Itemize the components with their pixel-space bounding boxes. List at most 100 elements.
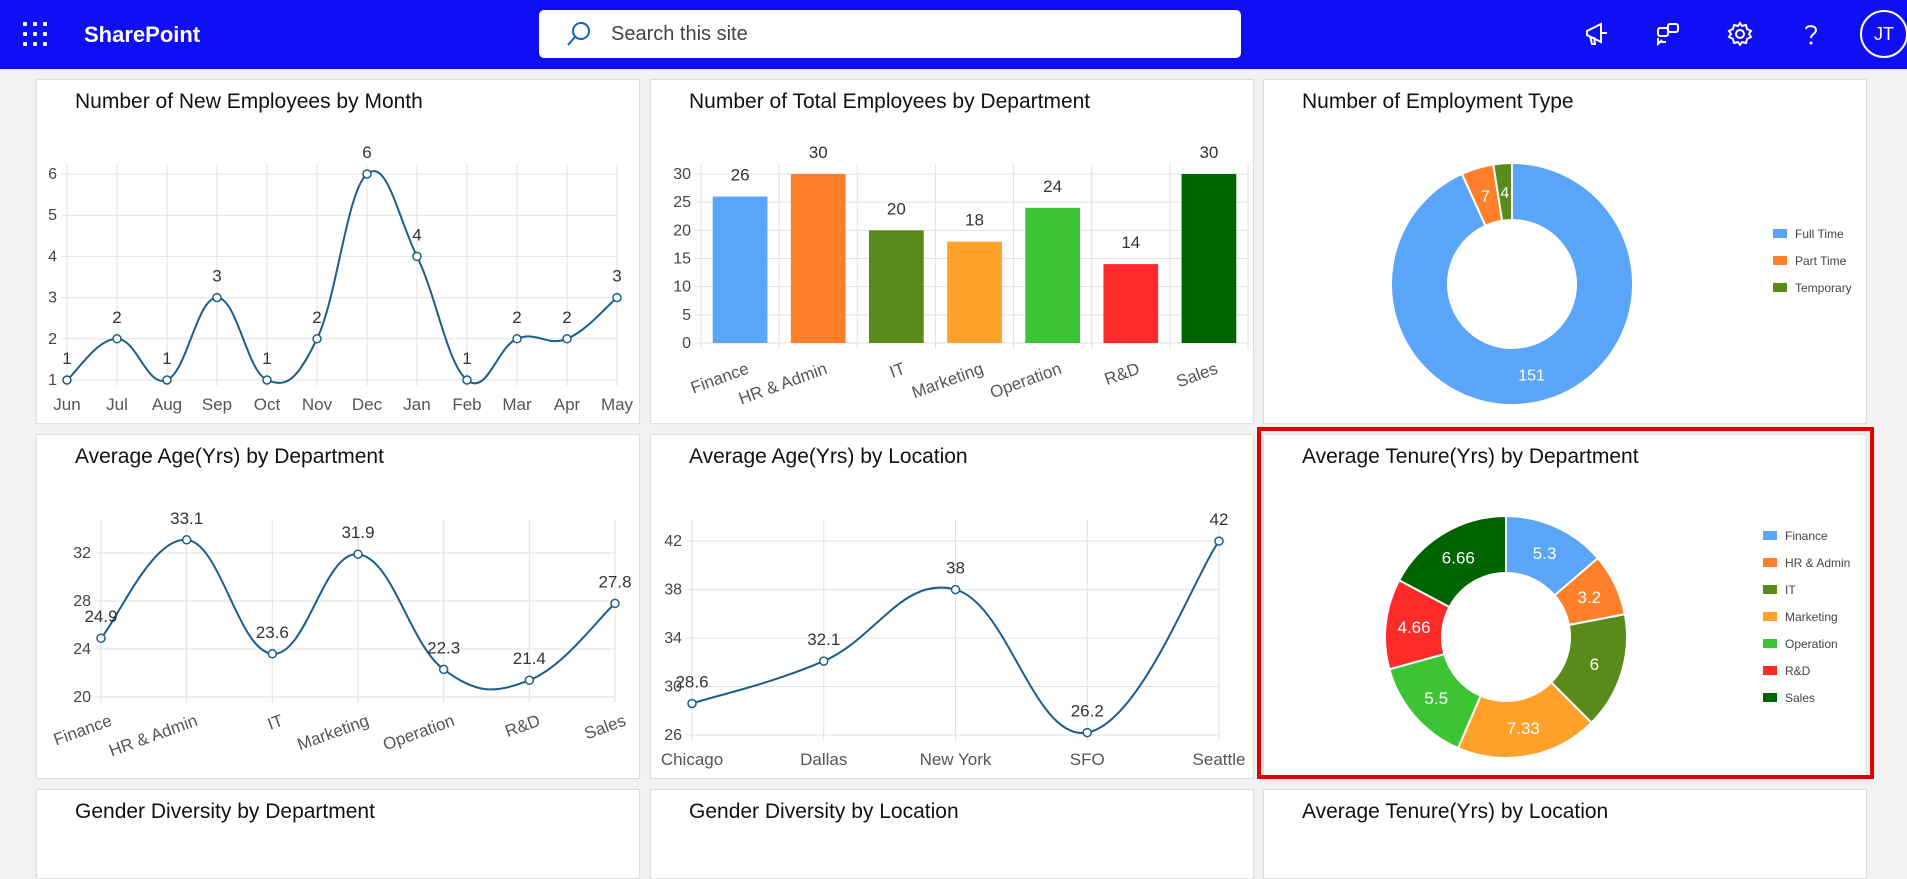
x-tick-label: Jul (106, 395, 128, 414)
x-tick-label: Sales (582, 711, 628, 743)
feedback-icon[interactable] (1651, 17, 1685, 51)
legend-label: Temporary (1795, 281, 1852, 295)
data-point (212, 292, 222, 303)
card-title: Average Tenure(Yrs) by Location (1302, 800, 1609, 823)
y-tick-label: 38 (664, 582, 682, 599)
x-tick-label: Sales (1174, 359, 1220, 391)
donut-slice (1397, 514, 1507, 609)
x-tick-label: R&D (502, 711, 542, 741)
data-label: 1 (462, 349, 471, 368)
data-label: 1 (62, 349, 71, 368)
legend-label: Full Time (1795, 227, 1844, 241)
slice-label: 6.66 (1442, 549, 1475, 568)
x-tick-label: Mar (502, 395, 532, 414)
x-tick-label: Apr (554, 395, 581, 414)
x-tick-label: Chicago (661, 750, 723, 769)
y-tick-label: 6 (48, 166, 57, 183)
y-tick-label: 2 (48, 331, 57, 348)
card-employment-type: Number of Employment Type 151 7 4 Full Time… (1263, 79, 1867, 424)
employment-type-donut-chart: 151 7 4 Full Time Part Time Temporary (1390, 161, 1852, 406)
legend-swatch (1763, 666, 1777, 675)
x-tick-label: Sep (202, 395, 232, 414)
legend-swatch (1773, 256, 1787, 265)
app-launcher-icon[interactable] (23, 22, 47, 46)
search-icon (567, 22, 590, 46)
card-total-employees-by-department: Number of Total Employees by Department … (650, 79, 1254, 424)
card-title: Number of New Employees by Month (75, 90, 423, 113)
card-title: Average Age(Yrs) by Location (689, 445, 968, 468)
card-title: Gender Diversity by Department (75, 800, 375, 823)
data-point (312, 334, 322, 344)
data-label: 30 (1199, 143, 1218, 162)
legend-label: Sales (1785, 691, 1815, 705)
data-label: 14 (1121, 233, 1140, 252)
slice-label: 6 (1590, 655, 1599, 674)
legend-swatch (1763, 612, 1777, 621)
data-point (610, 598, 620, 609)
help-icon[interactable] (1794, 17, 1828, 51)
search-box[interactable]: Search this site (539, 10, 1241, 58)
card-title: Number of Total Employees by Department (689, 90, 1091, 113)
x-tick-label: Aug (152, 395, 182, 414)
data-label: 4 (412, 225, 421, 244)
data-point (353, 549, 363, 559)
legend-label: Marketing (1785, 610, 1838, 624)
x-tick-label: Seattle (1193, 750, 1246, 769)
data-point (438, 664, 449, 675)
gear-icon[interactable] (1723, 17, 1757, 51)
card-tenure-by-location: Average Tenure(Yrs) by Location (1263, 789, 1867, 879)
x-tick-label: HR & Admin (736, 359, 830, 409)
slice-label: 5.5 (1424, 689, 1448, 708)
selection-highlight (1257, 427, 1874, 779)
data-point (162, 375, 172, 385)
data-point (1214, 536, 1224, 546)
card-title: Average Tenure(Yrs) by Department (1302, 445, 1639, 468)
data-label: 42 (1210, 510, 1229, 529)
data-label: 20 (887, 199, 906, 218)
donut-slice (1492, 161, 1513, 222)
card-title: Average Age(Yrs) by Department (75, 445, 384, 468)
bar (1181, 174, 1237, 343)
y-tick-label: 5 (48, 207, 57, 224)
x-tick-label: New York (920, 750, 992, 769)
data-label: 24.9 (84, 607, 117, 626)
y-tick-label: 0 (682, 335, 691, 352)
data-point (412, 251, 422, 262)
data-label: 21.4 (513, 649, 546, 668)
y-tick-label: 3 (48, 290, 57, 307)
legend-swatch (1773, 229, 1787, 238)
card-title: Number of Employment Type (1302, 90, 1574, 113)
data-point (262, 375, 272, 385)
data-point (362, 169, 372, 179)
megaphone-icon[interactable] (1580, 17, 1614, 51)
legend-swatch (1763, 585, 1777, 594)
x-tick-label: Feb (452, 395, 481, 414)
data-label: 2 (312, 308, 321, 327)
x-tick-label: HR & Admin (107, 711, 201, 761)
data-label: 6 (362, 143, 371, 162)
x-tick-label: Finance (51, 711, 114, 750)
x-tick-label: Jun (53, 395, 80, 414)
data-label: 31.9 (341, 523, 374, 542)
data-label: 3 (212, 267, 221, 286)
x-tick-label: Dallas (800, 750, 847, 769)
x-tick-label: Dec (352, 395, 383, 414)
y-tick-label: 32 (73, 545, 91, 562)
suite-header: SharePoint Search this site (0, 0, 1907, 69)
avatar[interactable]: JT (1860, 10, 1907, 58)
brand-link[interactable]: SharePoint (84, 22, 201, 47)
data-label: 26.2 (1071, 702, 1104, 721)
legend-swatch (1763, 558, 1777, 567)
legend-swatch (1773, 283, 1787, 292)
x-tick-label: SFO (1070, 750, 1105, 769)
data-label: 27.8 (598, 572, 631, 591)
card-age-by-location: Average Age(Yrs) by Location 26 30 34 38 42 C… (650, 434, 1254, 779)
x-tick-label: Operation (987, 359, 1064, 402)
legend-swatch (1763, 693, 1777, 702)
data-label: 3 (612, 267, 621, 286)
bar (790, 174, 846, 343)
y-tick-label: 25 (673, 194, 691, 211)
y-tick-label: 24 (73, 641, 91, 658)
